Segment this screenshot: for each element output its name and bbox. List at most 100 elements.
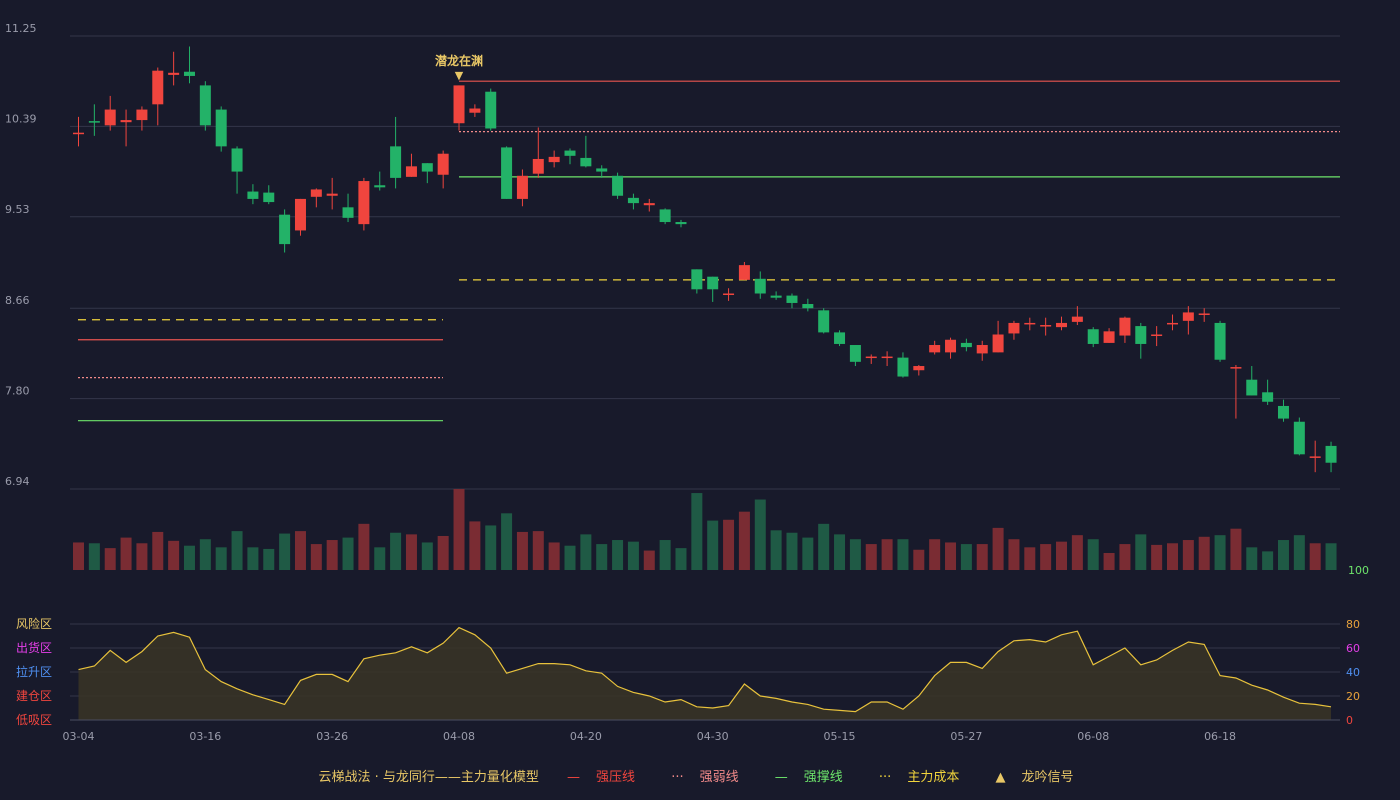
candle-body	[643, 203, 655, 206]
candle-body	[881, 356, 893, 359]
volume-bar	[516, 531, 528, 570]
volume-bar	[1277, 540, 1289, 570]
date-tick-label: 03-16	[189, 730, 221, 743]
candle-body	[1182, 312, 1194, 321]
date-tick-label: 04-20	[570, 730, 602, 743]
date-tick-label: 03-04	[63, 730, 95, 743]
volume-bar	[183, 545, 195, 570]
candle-body	[73, 132, 84, 135]
volume-bar	[421, 542, 433, 570]
volume-bar	[247, 547, 259, 570]
candle-body	[263, 192, 275, 203]
volume-bar	[88, 543, 100, 570]
volume-bar	[231, 531, 243, 570]
volume-bar	[1214, 535, 1226, 570]
candle-body	[1024, 322, 1036, 325]
volume-bar	[1135, 534, 1147, 570]
legend-mark-support: —	[774, 770, 788, 785]
candle-body	[754, 278, 766, 294]
candle-body	[1103, 331, 1115, 343]
volume-bar	[1166, 543, 1178, 570]
volume-bar	[1008, 539, 1020, 570]
volume-bar	[310, 544, 322, 570]
candle-body	[421, 163, 433, 172]
volume-bar	[1262, 551, 1274, 570]
legend-title: 云梯战法 · 与龙同行——主力量化模型	[318, 770, 539, 785]
candle-body	[834, 332, 846, 344]
indicator-tick-label: 40	[1346, 666, 1360, 679]
legend-item-weak: ··· 强弱线	[663, 766, 746, 785]
legend-label-cost: 主力成本	[907, 770, 960, 785]
candle-body	[342, 207, 354, 218]
indicator-tick-label: 0	[1346, 714, 1353, 727]
volume-bar	[960, 544, 972, 570]
volume-bar	[501, 513, 513, 570]
candle-body	[675, 222, 687, 225]
price-tick-label: 9.53	[5, 203, 30, 216]
price-tick-label: 6.94	[5, 475, 30, 488]
volume-bar	[1024, 547, 1036, 570]
volume-bar	[992, 527, 1004, 570]
candle-body	[390, 146, 402, 178]
volume-bar	[627, 541, 639, 570]
price-tick-label: 10.39	[5, 112, 37, 125]
volume-axis-label: 100	[1348, 564, 1369, 577]
volume-bar	[564, 545, 576, 570]
candle-body	[1246, 379, 1258, 396]
candle-body	[723, 293, 735, 296]
candle-body	[1040, 325, 1052, 327]
indicator-zone-label: 建仓区	[16, 689, 52, 703]
indicator-zone-label: 低吸区	[16, 713, 52, 727]
candle-body	[865, 356, 877, 359]
candle-body	[437, 153, 449, 175]
volume-bar	[691, 493, 703, 570]
volume-bar	[675, 548, 687, 570]
candle-body	[1325, 445, 1337, 463]
candle-body	[818, 310, 830, 333]
volume-bar	[1151, 544, 1163, 570]
volume-bar	[897, 539, 909, 570]
volume-bar	[469, 521, 481, 570]
candle-body	[786, 295, 798, 303]
candle-body	[516, 175, 528, 199]
legend-mark-pressure: —	[567, 770, 581, 785]
volume-bar	[1103, 552, 1115, 570]
legend-label-pressure: 强压线	[596, 770, 636, 785]
volume-bar	[770, 530, 782, 570]
candle-body	[659, 209, 671, 223]
candle-body	[532, 158, 544, 174]
volume-bar	[945, 542, 957, 570]
candle-body	[183, 71, 195, 76]
volume-bar	[881, 539, 893, 570]
volume-bar	[532, 531, 544, 570]
legend: 云梯战法 · 与龙同行——主力量化模型 — 强压线 ··· 强弱线 — 强撑线 ···…	[0, 766, 1400, 785]
legend-item-cost: ··· 主力成本	[871, 766, 967, 785]
candle-body	[152, 70, 164, 105]
volume-bar	[1087, 539, 1099, 570]
volume-bar	[1293, 535, 1305, 570]
volume-bar	[104, 548, 116, 570]
volume-bar	[1230, 528, 1242, 570]
volume-bar	[738, 511, 750, 570]
signal-arrow-icon: ▼	[455, 69, 464, 82]
volume-bar	[1198, 536, 1210, 570]
volume-bar	[279, 533, 291, 570]
volume-bar	[358, 523, 370, 570]
candle-body	[1151, 334, 1163, 336]
volume-bar	[215, 547, 227, 570]
legend-item-support: — 强撑线	[767, 766, 851, 785]
price-tick-label: 11.25	[5, 22, 37, 35]
date-tick-label: 06-08	[1077, 730, 1109, 743]
legend-label-weak: 强弱线	[699, 770, 739, 785]
price-tick-label: 8.66	[5, 294, 30, 307]
volume-bar	[326, 540, 338, 570]
candle-body	[501, 147, 513, 199]
volume-bar	[199, 539, 211, 570]
legend-label-support: 强撑线	[803, 770, 843, 785]
volume-bar	[929, 539, 941, 570]
volume-bar	[294, 531, 306, 570]
volume-bar	[849, 539, 861, 570]
candle-body	[849, 345, 861, 362]
candle-body	[612, 175, 624, 196]
